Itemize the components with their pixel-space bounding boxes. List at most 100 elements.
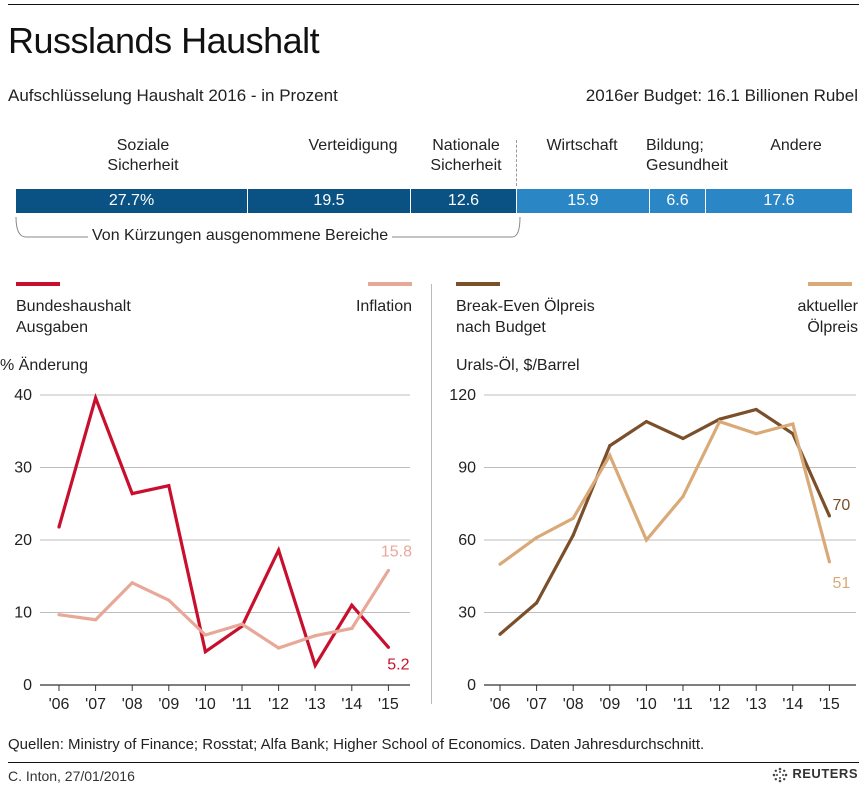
panel-divider	[431, 284, 432, 704]
budget-segment-other: 17.6	[706, 189, 852, 213]
right-chart-xtick-label: '11	[673, 696, 693, 713]
reuters-wordmark: REUTERS	[792, 766, 858, 781]
right-chart-series-2-point	[644, 538, 648, 542]
legend-swatch-spending	[16, 282, 60, 286]
left-chart-series-2-point	[94, 618, 98, 622]
right-chart-xtick-label: '10	[636, 696, 657, 713]
right-chart-xtick-label: '09	[599, 696, 620, 713]
left-chart-series-1-point	[167, 484, 171, 488]
legend-swatch-inflation	[368, 282, 412, 286]
left-chart-series-2-point	[203, 633, 207, 637]
left-axis-unit: % Änderung	[0, 357, 89, 374]
right-chart-series-2-point	[754, 432, 758, 436]
reuters-logo: REUTERS	[772, 766, 858, 783]
right-chart-series-2-point	[718, 419, 722, 424]
legend-breakeven: Break-Even Ölpreis nach Budget	[456, 296, 595, 338]
right-chart-series-2-point	[827, 560, 831, 564]
reuters-icon	[773, 767, 788, 782]
right-chart-series-1-point	[827, 514, 831, 518]
left-chart-ytick-label: 10	[14, 605, 32, 622]
budget-segment-education: 6.6	[650, 189, 705, 213]
subtitle: Aufschlüsselung Haushalt 2016 - in Proze…	[8, 86, 338, 105]
sources: Quellen: Ministry of Finance; Rosstat; A…	[8, 736, 705, 753]
legend-oil-line1: aktueller	[797, 298, 858, 315]
left-chart-xtick-label: '12	[268, 696, 289, 713]
left-chart-ytick-label: 20	[14, 532, 32, 549]
left-chart-series-1-end-label: 5.2	[387, 656, 409, 673]
exempt-label: Von Kürzungen ausgenommene Bereiche	[88, 227, 393, 245]
left-chart-xtick-label: '09	[158, 696, 179, 713]
right-chart-series-1-point	[498, 632, 502, 636]
left-chart-xtick-label: '07	[85, 696, 106, 713]
right-chart-series-2-point	[608, 453, 612, 458]
left-chart-series-2-point	[167, 598, 171, 602]
left-chart-series-1-point	[350, 603, 354, 607]
right-chart-xtick-label: '15	[819, 696, 840, 713]
chart-spending-inflation: 0 10 20 30 40 '06 '07 '08 '09 '10 '11 '12 '13 '14 '15 5…	[14, 387, 412, 713]
legend-spending-line2: Ausgaben	[16, 319, 89, 336]
right-chart-series-1-point	[754, 407, 758, 412]
left-chart-series-1-point	[94, 396, 98, 400]
budget-label-social-line1: Soziale	[116, 137, 170, 154]
right-chart-series-1-line	[498, 407, 831, 636]
footer-rule	[8, 762, 859, 763]
right-chart-ytick-label: 60	[458, 532, 476, 549]
right-chart-series-2-line	[499, 419, 831, 566]
legend-breakeven-line2: nach Budget	[456, 319, 546, 336]
right-chart-series-1-point	[644, 419, 648, 424]
right-chart-series-2-point	[681, 494, 685, 499]
right-chart-xtick-label: '07	[526, 696, 547, 713]
right-chart-series-1-end-label: 70	[833, 497, 851, 514]
chart-oil-price: 0 30 60 90 120 '06 '07 '08 '09 '10 '11 '12 '13 '14 '15…	[449, 387, 856, 713]
left-chart-series-1-point	[130, 492, 134, 496]
left-chart-xtick-label: '15	[378, 696, 399, 713]
left-chart-xtick-label: '14	[341, 696, 362, 713]
left-chart-series-1-point	[277, 548, 281, 552]
legend-spending-line1: Bundeshaushalt	[16, 298, 131, 315]
left-chart-ytick-label: 0	[23, 677, 32, 694]
right-chart-series-1-point	[535, 601, 539, 605]
budget-label-education-line1: Bildung;	[646, 137, 704, 154]
left-chart-xtick-label: '08	[122, 696, 143, 713]
right-axis-unit: Urals-Öl, $/Barrel	[456, 357, 580, 374]
budget-label-education: Bildung; Gesundheit	[646, 136, 750, 176]
left-chart-series-2-point	[57, 613, 61, 617]
right-chart-series-2-point	[498, 562, 502, 566]
left-chart-xtick-label: '11	[232, 696, 252, 713]
left-chart-series-2-point	[386, 568, 390, 573]
top-rule	[8, 4, 859, 5]
right-chart-series-1-point	[681, 436, 685, 441]
left-chart-xtick-label: '06	[49, 696, 70, 713]
right-chart-series-2-point	[571, 516, 575, 520]
budget-label-education-line2: Gesundheit	[646, 157, 728, 174]
left-chart-series-1-point	[313, 663, 317, 668]
right-chart-series-2-point	[535, 535, 539, 540]
right-chart-ytick-label: 30	[458, 605, 476, 622]
left-chart-series-1-point	[386, 645, 390, 649]
right-chart-xtick-label: '12	[709, 696, 730, 713]
budget-label-other: Andere	[770, 137, 822, 154]
left-chart-series-2-point	[313, 634, 317, 638]
budget-label-security: Nationale Sicherheit	[420, 136, 512, 176]
left-chart-series-2-point	[130, 581, 134, 585]
left-chart-series-1-point	[57, 525, 61, 529]
left-chart-xtick-label: '13	[305, 696, 326, 713]
left-chart-series-2-point	[277, 646, 281, 650]
legend-swatch-oil	[808, 282, 852, 286]
legend-spending: Bundeshaushalt Ausgaben	[16, 296, 131, 338]
left-chart-xtick-label: '10	[195, 696, 216, 713]
right-chart-ytick-label: 0	[467, 677, 476, 694]
left-chart-series-2-point	[350, 626, 354, 631]
right-chart-xtick-label: '08	[563, 696, 584, 713]
credit: C. Inton, 27/01/2016	[8, 768, 135, 784]
right-chart-series-2-point	[791, 422, 795, 426]
page-title: Russlands Haushalt	[8, 20, 320, 61]
budget-label-defense: Verteidigung	[308, 137, 398, 154]
right-chart-series-1-point	[571, 533, 575, 537]
exempt-divider	[516, 140, 518, 186]
left-chart-series-2-line	[58, 569, 390, 650]
budget-segment-economy: 15.9	[517, 189, 649, 213]
budget-label-social-line2: Sicherheit	[107, 157, 179, 174]
budget-segment-defense: 19.5	[248, 189, 410, 213]
budget-label-security-line2: Sicherheit	[430, 157, 502, 174]
